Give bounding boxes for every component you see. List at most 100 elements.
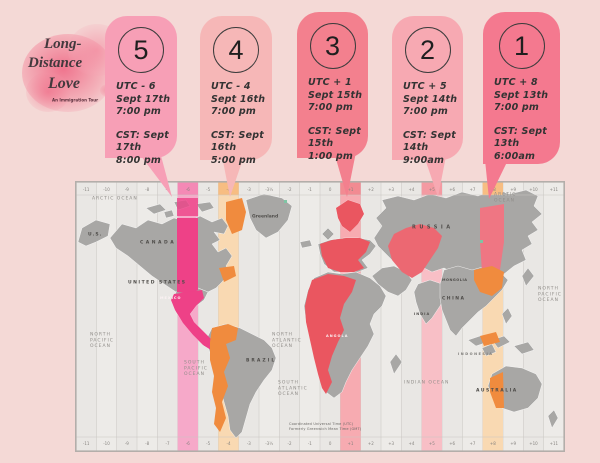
timezone-tick: 0 (329, 441, 332, 446)
timezone-tick: 0 (329, 187, 332, 192)
timezone-column (116, 182, 137, 451)
highlighted-zone-land-utc-6 (171, 198, 215, 350)
logo-title-line1: Long- (44, 36, 82, 52)
local-date: Sept 15th (308, 89, 363, 101)
local-date: Sept 17th (116, 93, 171, 105)
bubble-number-circle: 1 (498, 23, 545, 69)
highlighted-zone-land-utc+5 (388, 224, 442, 278)
bubble-3: 3 UTC + 1 Sept 15th 7:00 pm CST: Sept 15… (297, 12, 368, 162)
highlighted-tick-box (177, 182, 198, 195)
cst-time: 9:00am (403, 154, 445, 166)
timezone-map-svg: -11-11-10-10-9-9-8-8-7-7-6-6-5-5-4-4-3-3… (76, 182, 564, 451)
timezone-tick: -3 (247, 187, 251, 192)
timezone-map: -11 -11 -10 -10 -9 -9 -8 -8 -7 -7 -6 -6 -5 -5 -4 -4 -3 -3… (75, 181, 565, 452)
local-date: Sept 13th (494, 89, 549, 101)
bubble-5: 5 UTC - 6 Sept 17th 7:00 pm CST: Sept 17… (105, 16, 177, 166)
timezone-tick: +9 (510, 187, 516, 192)
logo-subtitle: An Immigration Tour (52, 98, 99, 103)
timezone-tick: -5 (206, 187, 210, 192)
utc-offset-label: UTC + 8 (494, 77, 538, 88)
timezone-tick: +6 (449, 187, 455, 192)
timezone-tick: -11 (83, 441, 90, 446)
timezone-tick: +11 (550, 187, 559, 192)
utc-offset-label: UTC + 1 (308, 77, 352, 88)
timezone-tick: -6 (186, 441, 190, 446)
cst-time: 8:00 pm (116, 154, 162, 166)
highlighted-zone-land-utc-4 (210, 198, 246, 432)
timezone-tick: -8 (145, 187, 149, 192)
bubble-4: 4 UTC - 4 Sept 16th 7:00 pm CST: Sept 16… (200, 16, 272, 166)
timezone-tick: +6 (449, 441, 455, 446)
watercolor-blob (26, 72, 70, 112)
timezone-tick: -4 (227, 441, 231, 446)
timezone-tick: +3 (388, 187, 394, 192)
timezone-tick: -9 (125, 187, 129, 192)
timezone-tick: -6 (186, 187, 190, 192)
local-date: Sept 16th (211, 93, 266, 105)
bubble-1: 1 UTC + 8 Sept 13th 7:00 pm CST: Sept 13… (483, 12, 560, 164)
timezone-tick: +5 (429, 441, 435, 446)
timezone-tick: +10 (529, 441, 538, 446)
local-time: 7:00 pm (211, 106, 257, 118)
bubble-number-circle: 4 (213, 27, 259, 73)
timezone-tick: +8 (490, 441, 496, 446)
cst-date: CST: Sept 16th (211, 129, 264, 154)
cst-date: CST: Sept 17th (116, 129, 169, 154)
logo-title-line3: Love (48, 75, 80, 92)
timezone-tick: -4 (227, 187, 231, 192)
timezone-tick: +1 (348, 441, 354, 446)
timezone-tick: +3 (388, 441, 394, 446)
timezone-tick: +4 (409, 441, 415, 446)
utc-offset-label: UTC - 4 (211, 81, 251, 92)
cst-time: 6:00am (494, 150, 536, 162)
timezone-tick: -3 (247, 441, 251, 446)
timezone-tick: -3½ (265, 187, 273, 192)
cst-date: CST: Sept 14th (403, 129, 456, 154)
timezone-tick: -8 (145, 441, 149, 446)
timezone-tick: -7 (166, 187, 170, 192)
timezone-column (543, 182, 564, 451)
timezone-column (259, 182, 280, 451)
timezone-tick: -2 (288, 441, 292, 446)
cst-date: CST: Sept 13th (494, 125, 547, 150)
cst-time: 5:00 pm (211, 154, 257, 166)
logo-title-line2: Distance (28, 55, 83, 71)
cst-time: 1:00 pm (308, 150, 354, 162)
timezone-tick: +1 (348, 187, 354, 192)
timezone-tick: -1 (308, 441, 312, 446)
timezone-column (96, 182, 117, 451)
timezone-tick: +10 (529, 187, 538, 192)
bubble-number-circle: 3 (309, 23, 356, 69)
timezone-column (279, 182, 300, 451)
timezone-tick: +4 (409, 187, 415, 192)
timezone-tick: -7 (166, 441, 170, 446)
local-time: 7:00 pm (494, 102, 540, 114)
timezone-tick: -10 (103, 187, 110, 192)
timezone-tick: -11 (83, 187, 90, 192)
highlighted-zone-land-utc+8 (480, 204, 504, 272)
timezone-tick: -10 (103, 441, 110, 446)
local-date: Sept 14th (403, 93, 458, 105)
timezone-tick: +7 (470, 441, 476, 446)
cst-date: CST: Sept 15th (308, 125, 361, 150)
timezone-tick: -9 (125, 441, 129, 446)
bubble-number-circle: 5 (118, 27, 164, 73)
highlighted-zone-land-utc+1 (305, 200, 370, 394)
local-time: 7:00 pm (308, 102, 354, 114)
utc-offset-label: UTC - 6 (116, 81, 156, 92)
gmt-zero-specks (284, 200, 483, 243)
timezone-tick: +2 (368, 441, 374, 446)
highlighted-zone-land-utc+8-orange (474, 266, 504, 408)
bubble-number-circle: 2 (404, 27, 451, 73)
timezone-tick: +9 (510, 441, 516, 446)
local-time: 7:00 pm (403, 106, 449, 118)
timezone-tick: -1 (308, 187, 312, 192)
local-time: 7:00 pm (116, 106, 162, 118)
utc-offset-label: UTC + 5 (403, 81, 447, 92)
timezone-tick: -3½ (265, 441, 273, 446)
timezone-tick: -2 (288, 187, 292, 192)
map-border (76, 182, 564, 451)
timezone-tick: +8 (490, 187, 496, 192)
timezone-tick: +2 (368, 187, 374, 192)
